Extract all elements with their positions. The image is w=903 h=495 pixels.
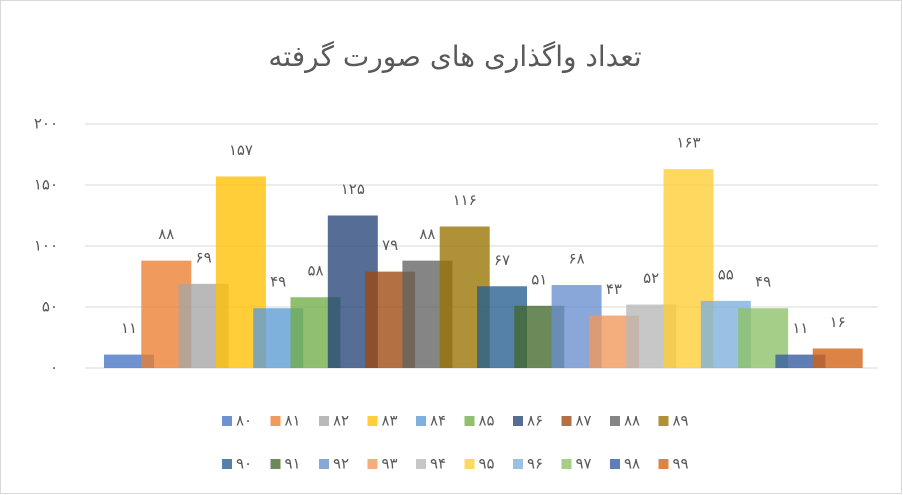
data-label: ۱۱۶ — [453, 191, 477, 209]
legend-label: ۸۰ — [236, 412, 252, 430]
chart-title: تعداد واگذاری های صورت گرفته — [268, 40, 641, 73]
y-tick-label: ۱۵۰ — [34, 176, 58, 194]
legend-swatch — [610, 416, 620, 426]
legend-label: ۹۵ — [479, 455, 495, 473]
data-label: ۴۳ — [606, 280, 622, 298]
bar — [812, 348, 863, 368]
legend-swatch — [367, 416, 378, 426]
data-label: ۵۲ — [643, 269, 659, 287]
legend-label: ۹۰ — [236, 455, 252, 473]
legend-swatch — [222, 459, 232, 469]
data-label: ۵۵ — [718, 265, 734, 283]
data-label: ۶۸ — [569, 250, 585, 268]
legend-swatch — [416, 459, 426, 469]
legend-swatch — [270, 416, 281, 426]
data-label: ۱۶۳ — [676, 134, 700, 152]
data-label: ۱۱ — [121, 319, 137, 337]
legend-label: ۹۹ — [673, 455, 689, 473]
data-label: ۵۱ — [531, 270, 547, 288]
legend-label: ۹۱ — [285, 455, 301, 473]
data-label: ۱۵۷ — [229, 141, 253, 159]
data-label: ۶۷ — [494, 251, 510, 269]
legend-swatch — [561, 459, 572, 469]
legend-swatch — [561, 416, 572, 426]
legend-swatch — [658, 416, 669, 426]
data-label: ۸۸ — [419, 225, 435, 243]
data-label: ۱۶ — [830, 313, 846, 331]
legend-label: ۸۸ — [624, 412, 640, 430]
legend-swatch — [610, 459, 620, 469]
data-label: ۴۹ — [755, 273, 771, 291]
legend-swatch — [319, 459, 329, 469]
legend-swatch — [319, 416, 329, 426]
legend-swatch — [464, 459, 475, 469]
legend-label: ۸۵ — [479, 412, 495, 430]
legend-label: ۸۲ — [333, 412, 349, 430]
y-tick-label: ۲۰۰ — [34, 115, 58, 133]
legend-label: ۸۷ — [576, 412, 592, 430]
data-label: ۸۸ — [158, 225, 174, 243]
y-tick-label: ۱۰۰ — [34, 237, 58, 255]
y-tick-label: ۰ — [50, 359, 58, 377]
data-label: ۴۹ — [270, 273, 286, 291]
legend-swatch — [513, 416, 523, 426]
data-label: ۷۹ — [382, 236, 398, 254]
data-label: ۱۱ — [792, 319, 808, 337]
legend-label: ۸۱ — [285, 412, 301, 430]
legend-label: ۸۹ — [673, 412, 689, 430]
legend-swatch — [367, 459, 378, 469]
legend-swatch — [270, 459, 281, 469]
legend-label: ۹۲ — [333, 455, 349, 473]
data-label: ۵۸ — [307, 262, 323, 280]
legend-swatch — [464, 416, 475, 426]
y-tick-label: ۵۰ — [42, 298, 58, 316]
legend-label: ۹۶ — [527, 455, 543, 473]
legend-label: ۹۳ — [382, 455, 398, 473]
legend-label: ۸۴ — [430, 412, 446, 430]
data-label: ۶۹ — [196, 248, 212, 266]
data-label: ۱۲۵ — [341, 180, 365, 198]
legend-swatch — [416, 416, 426, 426]
legend-swatch — [222, 416, 232, 426]
legend-swatch — [658, 459, 669, 469]
legend-swatch — [513, 459, 523, 469]
legend-label: ۹۸ — [624, 455, 640, 473]
legend-label: ۹۴ — [430, 455, 446, 473]
legend-label: ۹۷ — [576, 455, 592, 473]
legend-label: ۸۳ — [382, 412, 398, 430]
legend-label: ۸۶ — [527, 412, 543, 430]
